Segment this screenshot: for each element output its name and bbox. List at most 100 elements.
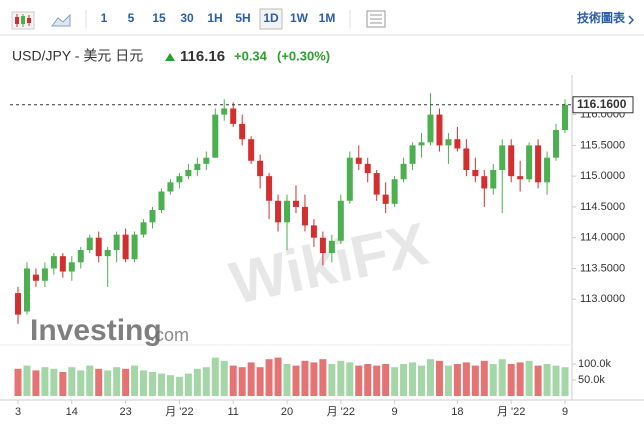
volume-bar	[391, 367, 399, 396]
candle-body	[418, 142, 425, 146]
volume-bar	[211, 357, 219, 396]
candle-body	[239, 123, 246, 140]
x-tick-label: 20	[281, 406, 293, 418]
candle-body	[140, 222, 147, 235]
volume-bar	[373, 365, 381, 396]
last-price-box	[572, 96, 634, 114]
candle-body	[50, 256, 57, 269]
interval-button[interactable]: 1D	[263, 11, 279, 25]
interval-button[interactable]: 15	[152, 11, 166, 25]
volume-bar	[77, 370, 85, 396]
candle-body	[301, 206, 308, 226]
volume-bar	[543, 364, 551, 396]
candle-body	[122, 234, 129, 260]
vol-y-tick-label: 100.0k	[578, 358, 612, 370]
candle-body	[400, 163, 407, 180]
candle-body	[23, 268, 30, 312]
link-arrow	[628, 15, 635, 25]
volume-bar	[193, 368, 201, 396]
volume-bar	[462, 362, 470, 396]
volume-bar	[149, 372, 157, 396]
volume-bar	[229, 365, 237, 396]
candle-body	[310, 225, 317, 238]
x-tick-label: 23	[119, 406, 131, 418]
x-tick-label: 9	[562, 406, 568, 418]
volume-bar	[175, 376, 183, 396]
candle-body	[373, 173, 380, 195]
volume-bar	[95, 368, 103, 396]
volume-bar	[131, 365, 139, 396]
interval-button[interactable]: 1	[101, 11, 108, 25]
interval-button[interactable]: 1M	[319, 11, 336, 25]
interval-button[interactable]: 1H	[207, 11, 222, 25]
candle-body	[176, 176, 183, 183]
volume-bar	[166, 375, 174, 396]
candle-body	[355, 157, 362, 164]
volume-bar	[319, 359, 327, 396]
candle-body	[292, 200, 299, 207]
candle-body	[230, 108, 237, 124]
volume-bar	[471, 365, 479, 396]
candle-body	[436, 114, 443, 146]
candle-body	[104, 250, 111, 257]
volume-bar	[301, 360, 309, 396]
brand-watermark: Investing	[30, 314, 162, 347]
volume-bar	[41, 367, 49, 396]
candle-body	[95, 237, 102, 257]
candle-body	[382, 194, 389, 204]
chart-type-icon[interactable]	[11, 11, 35, 30]
volume-bar	[292, 365, 300, 396]
candle-body	[508, 145, 515, 177]
candle-body	[221, 108, 228, 115]
candle-body	[562, 104, 568, 130]
candle-body	[41, 268, 48, 281]
volume-bar	[23, 365, 31, 396]
price: 116.16	[180, 48, 225, 65]
indicator-icon[interactable]	[366, 10, 386, 28]
area-icon[interactable]	[51, 13, 71, 27]
candle-body	[445, 139, 452, 146]
candle-body	[167, 182, 174, 192]
volume-bar	[480, 360, 488, 396]
volume-bar	[552, 365, 560, 396]
volume-bar	[400, 364, 408, 396]
candle-body	[499, 145, 506, 170]
interval-button[interactable]: 5	[128, 11, 135, 25]
volume-bar	[59, 372, 67, 396]
candle-body	[472, 170, 479, 177]
candle-body	[131, 234, 138, 260]
volume-bar	[157, 373, 165, 396]
candle-body	[158, 191, 165, 210]
interval-button[interactable]: 5H	[235, 11, 250, 25]
interval-button[interactable]: 1W	[290, 11, 309, 25]
candle-body	[526, 145, 533, 180]
technical-chart-link[interactable]: 技術圖表	[577, 10, 626, 25]
candle-body	[113, 234, 120, 250]
x-tick-label: 月 '22	[327, 406, 355, 418]
candle-body	[337, 200, 344, 241]
candle-body	[266, 176, 273, 201]
symbol: USD/JPY - 美元 日元	[12, 48, 143, 64]
volume-bar	[68, 367, 76, 396]
volume-bar	[525, 360, 533, 396]
last-price-label: 116.1600	[577, 97, 627, 111]
interval-button[interactable]: 30	[180, 11, 194, 25]
volume-bar	[202, 367, 210, 396]
volume-bar	[364, 364, 372, 396]
x-tick-label: 9	[392, 406, 398, 418]
candle-body	[185, 170, 192, 177]
candle-body	[212, 114, 219, 158]
volume-bar	[409, 362, 417, 396]
volume-bar	[355, 365, 363, 396]
volume-bar	[140, 370, 148, 396]
volume-bar	[122, 368, 130, 396]
x-tick-label: 月 '22	[497, 406, 525, 418]
volume-bar	[220, 360, 228, 396]
candle-body	[68, 262, 75, 272]
candle-body	[15, 293, 21, 315]
candle-body	[328, 240, 335, 254]
change: +0.34	[234, 48, 268, 63]
volume-bar	[14, 368, 22, 396]
candle-body	[248, 139, 255, 161]
volume-bar	[498, 359, 506, 396]
